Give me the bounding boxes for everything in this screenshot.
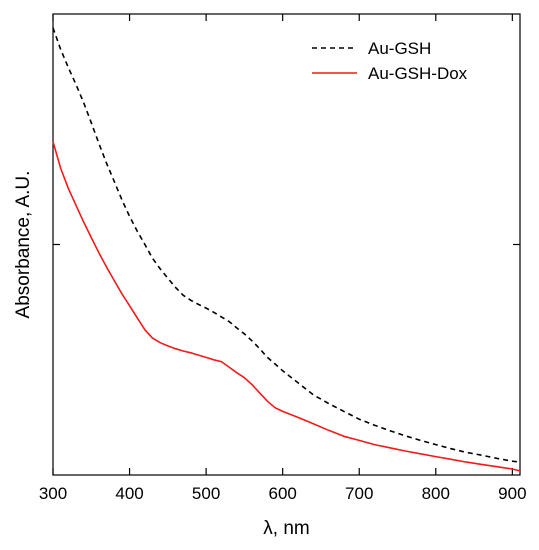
- x-tick-label: 800: [422, 484, 450, 503]
- series-line-au-gsh: [52, 27, 521, 463]
- x-tick-label: 400: [115, 484, 143, 503]
- x-axis-tick-labels: 300 400 500 600 700 800 900: [39, 484, 527, 503]
- legend: Au-GSH Au-GSH-Dox: [312, 39, 468, 83]
- x-axis-label: λ, nm: [263, 518, 309, 539]
- legend-label: Au-GSH: [368, 39, 431, 58]
- x-axis-ticks: [52, 14, 513, 475]
- x-tick-label: 700: [345, 484, 373, 503]
- x-tick-label: 900: [498, 484, 526, 503]
- x-tick-label: 300: [39, 484, 67, 503]
- x-tick-label: 500: [192, 484, 220, 503]
- plot-frame: [52, 13, 521, 476]
- y-axis-label: Absorbance, A.U.: [13, 171, 34, 319]
- series-layer: [52, 27, 521, 472]
- legend-label: Au-GSH-Dox: [368, 64, 468, 83]
- series-line-au-gsh-dox: [52, 141, 521, 472]
- x-tick-label: 600: [268, 484, 296, 503]
